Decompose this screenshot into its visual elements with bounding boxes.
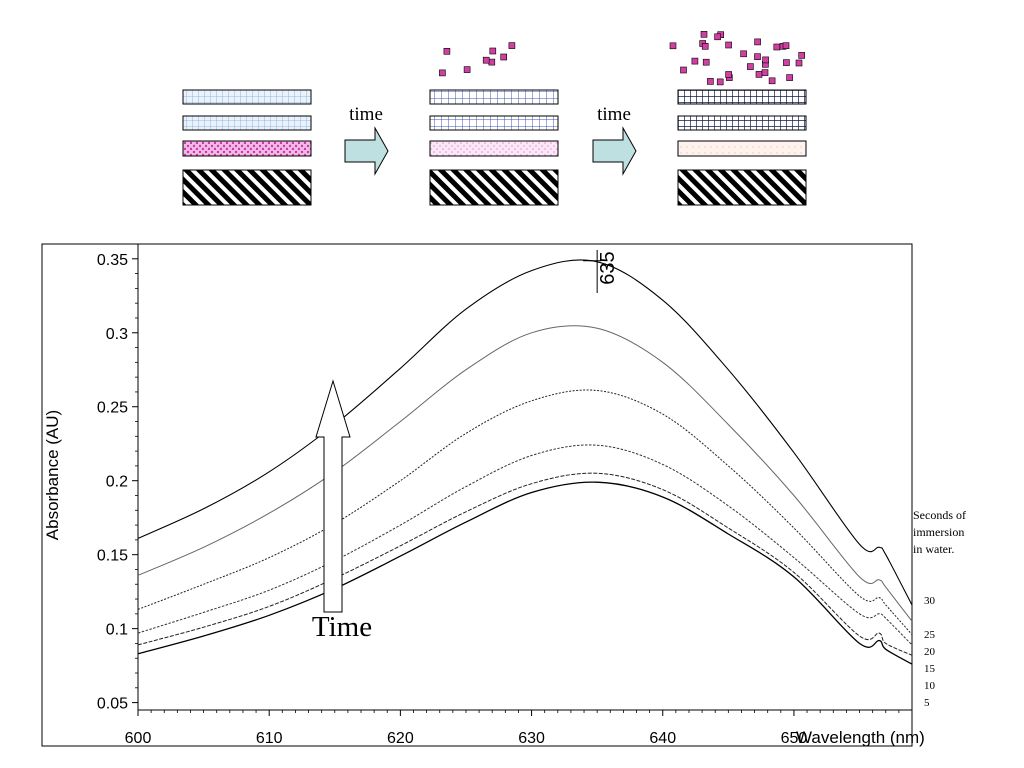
y-tick-label: 0.3 [106,326,128,343]
series-line-25s [137,325,913,622]
particle [707,78,714,85]
x-tick-label: 630 [518,730,545,747]
series-lines [137,259,913,665]
stage-3-stack [669,30,807,206]
x-tick-label: 610 [256,730,283,747]
particle [786,74,793,81]
right-arrow-icon [592,126,637,176]
absorbance-chart: 0.05 0.1 0.15 0.2 0.25 0.3 0.35 600 610 620 630 64… [41,243,969,747]
y-axis-ticks: 0.05 0.1 0.15 0.2 0.25 0.3 0.35 [97,252,138,713]
layer-substrate [429,169,559,206]
layer-schematic: time time [182,30,807,206]
particle [669,42,677,50]
particle [508,42,516,49]
particle [782,42,790,50]
peak-wavelength-label: 635 [597,251,619,284]
y-tick-label: 0.15 [97,548,128,565]
particle [762,56,769,64]
particle [680,66,687,74]
legend-item: 30 [924,595,936,607]
y-tick-label: 0.05 [97,696,128,713]
y-tick-label: 0.2 [106,474,128,491]
particle [702,58,710,66]
particle [754,53,761,61]
layer-second [182,115,312,131]
stage-1-stack [182,89,312,206]
particle [482,56,490,64]
layer-dye [182,140,312,157]
legend-items: 30 25 20 15 10 5 [924,595,936,709]
y-tick-label: 0.1 [106,622,128,639]
particle [725,71,732,78]
particle [768,77,776,85]
time-arrow-label-1: time [349,104,383,125]
layer-dye [429,140,559,157]
particle [691,57,699,65]
legend: Seconds of immersion in water. 30 25 20 15 1… [913,508,969,709]
particle [798,52,806,59]
x-axis-ticks: 600 610 620 630 640 650 [125,710,913,747]
particle [439,69,446,77]
layer-dye [677,140,807,157]
particle [489,47,497,55]
right-arrow-icon [344,126,389,176]
y-axis-label: Absorbance (AU) [43,410,62,540]
particle [701,42,709,50]
particles-stage-3 [669,30,806,86]
x-tick-label: 600 [125,730,152,747]
series-line-20s [137,389,913,635]
time-arrow-1: time [344,104,389,176]
time-arrow-2: time [592,104,637,176]
layer-second [429,115,559,131]
legend-item: 10 [924,680,936,692]
series-line-10s [137,472,913,656]
legend-item: 15 [924,663,936,675]
layer-substrate [182,169,312,206]
particle [488,58,496,66]
particle [755,71,763,78]
x-axis-label: Wavelength (nm) [796,728,925,747]
particles-stage-2 [439,42,516,77]
x-tick-label: 620 [387,730,414,747]
particle [795,59,803,67]
legend-item: 20 [924,646,936,658]
layer-second [677,115,807,131]
peak-marker: 635 [583,250,619,293]
particle [714,33,721,41]
legend-item: 5 [924,697,930,709]
time-up-arrow: Time [312,379,372,643]
layer-top [429,89,559,105]
particle [463,66,471,73]
time-arrow-label-2: time [597,104,631,125]
x-tick-label: 650 [781,730,808,747]
y-tick-label: 0.35 [97,252,128,269]
particle [783,59,790,66]
particle [443,47,451,55]
series-line-5s [137,481,913,665]
y-tick-label: 0.25 [97,400,128,417]
series-line-30s [137,259,913,606]
particle [761,69,769,76]
particle [700,30,708,38]
particle [747,63,754,70]
particle [754,38,761,46]
plot-frame [41,243,913,747]
stage-2-stack [429,42,559,206]
particle [500,53,508,61]
particle [773,43,781,51]
layer-top [677,89,807,105]
time-label: Time [312,611,372,643]
layer-top [182,89,312,105]
layer-substrate [677,169,807,206]
up-arrow-icon [315,379,351,613]
legend-item: 25 [924,629,936,641]
particle [740,50,747,58]
particle [716,78,724,86]
x-tick-label: 640 [649,730,676,747]
series-line-15s [137,444,913,646]
particle [725,41,732,49]
legend-title: Seconds of immersion in water. [913,508,969,556]
